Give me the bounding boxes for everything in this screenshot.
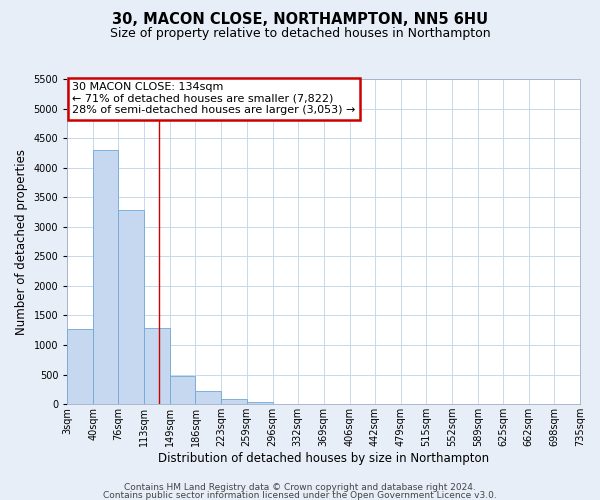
X-axis label: Distribution of detached houses by size in Northampton: Distribution of detached houses by size … [158,452,489,465]
Y-axis label: Number of detached properties: Number of detached properties [15,148,28,334]
Bar [221,400,247,404]
Bar [93,150,118,404]
Text: 30, MACON CLOSE, NORTHAMPTON, NN5 6HU: 30, MACON CLOSE, NORTHAMPTON, NN5 6HU [112,12,488,28]
Text: Contains public sector information licensed under the Open Government Licence v3: Contains public sector information licen… [103,490,497,500]
Bar [196,390,221,404]
Text: Size of property relative to detached houses in Northampton: Size of property relative to detached ho… [110,28,490,40]
Bar [67,329,93,404]
Bar [118,210,145,404]
Text: Contains HM Land Registry data © Crown copyright and database right 2024.: Contains HM Land Registry data © Crown c… [124,483,476,492]
Bar [247,402,272,404]
Bar [145,328,170,404]
Bar [170,376,196,404]
Text: 30 MACON CLOSE: 134sqm
← 71% of detached houses are smaller (7,822)
28% of semi-: 30 MACON CLOSE: 134sqm ← 71% of detached… [73,82,356,116]
